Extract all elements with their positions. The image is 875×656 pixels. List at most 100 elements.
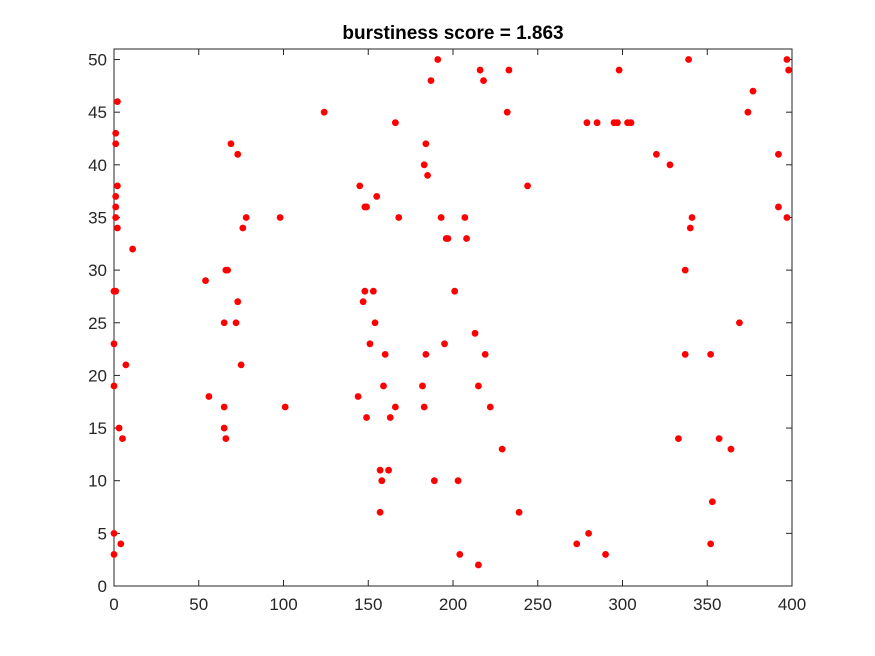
- data-point: [675, 435, 682, 442]
- data-point: [281, 403, 289, 411]
- y-tick-label: 5: [98, 524, 107, 543]
- data-point: [463, 235, 470, 242]
- data-point: [205, 393, 213, 400]
- data-point: [524, 182, 531, 190]
- data-point: [503, 108, 511, 116]
- y-axis-ticks: 0 5 10 15 20 25 30 35 40 45 50: [88, 51, 792, 596]
- data-point: [515, 508, 523, 516]
- plot-area: [113, 48, 793, 587]
- data-point: [391, 119, 399, 127]
- data-point: [202, 277, 209, 285]
- data-point: [227, 140, 235, 148]
- data-point: [456, 551, 464, 558]
- data-point: [113, 182, 121, 190]
- data-point: [363, 203, 370, 211]
- data-point: [371, 319, 379, 327]
- data-point: [112, 140, 120, 148]
- data-point: [602, 551, 609, 558]
- data-point: [686, 224, 694, 232]
- data-point: [113, 98, 121, 106]
- data-point: [110, 551, 118, 558]
- data-point: [727, 445, 735, 453]
- data-point: [614, 119, 621, 127]
- data-point: [666, 161, 674, 169]
- x-tick-label: 250: [524, 595, 552, 614]
- data-point: [444, 235, 452, 242]
- x-tick-label: 0: [109, 595, 118, 614]
- data-point: [232, 319, 240, 327]
- data-point: [422, 140, 430, 148]
- data-point: [376, 508, 384, 516]
- data-point: [354, 393, 362, 400]
- x-tick-label: 200: [439, 595, 467, 614]
- y-tick-label: 35: [88, 208, 107, 227]
- data-point: [427, 77, 435, 84]
- data-point: [681, 266, 689, 274]
- data-point: [112, 203, 120, 211]
- data-point: [380, 382, 387, 390]
- data-point: [653, 150, 660, 158]
- data-point: [422, 350, 430, 358]
- data-point: [437, 214, 445, 221]
- data-point: [749, 87, 757, 95]
- data-point: [615, 66, 623, 74]
- x-tick-label: 350: [693, 595, 721, 614]
- y-tick-label: 30: [88, 261, 107, 280]
- x-tick-label: 300: [608, 595, 636, 614]
- data-point: [112, 193, 120, 200]
- data-point: [115, 424, 123, 432]
- data-point: [356, 182, 364, 190]
- data-point: [369, 287, 377, 295]
- data-point: [113, 224, 121, 232]
- data-point: [239, 224, 247, 232]
- data-point: [688, 214, 696, 221]
- data-point: [707, 540, 715, 548]
- data-points: [110, 56, 793, 569]
- data-point: [505, 66, 513, 74]
- y-tick-label: 40: [88, 156, 107, 175]
- data-point: [363, 414, 370, 421]
- data-point: [385, 466, 392, 474]
- data-point: [378, 477, 386, 485]
- y-tick-label: 20: [88, 366, 107, 385]
- data-point: [475, 561, 482, 569]
- data-point: [715, 435, 723, 442]
- data-point: [775, 150, 782, 158]
- data-point: [395, 214, 403, 221]
- y-tick-label: 50: [88, 51, 107, 70]
- data-point: [119, 435, 126, 442]
- data-point: [420, 403, 428, 411]
- data-point: [736, 319, 743, 327]
- x-axis-ticks: 0 50 100 150 200 250 300 350 400: [109, 49, 806, 614]
- data-point: [434, 56, 442, 63]
- x-tick-label: 150: [354, 595, 382, 614]
- data-point: [391, 403, 399, 411]
- data-point: [366, 340, 374, 348]
- data-point: [627, 119, 635, 127]
- data-point: [430, 477, 438, 485]
- data-point: [237, 361, 245, 369]
- data-point: [461, 214, 469, 221]
- data-point: [573, 540, 581, 548]
- data-point: [480, 77, 487, 84]
- data-point: [708, 498, 716, 506]
- data-point: [707, 350, 715, 358]
- data-point: [242, 214, 250, 221]
- data-point: [451, 287, 459, 295]
- x-tick-label: 50: [189, 595, 208, 614]
- data-point: [419, 382, 426, 390]
- data-point: [386, 414, 394, 421]
- data-point: [129, 245, 137, 253]
- y-tick-label: 10: [88, 472, 107, 491]
- data-point: [424, 171, 431, 179]
- data-point: [585, 529, 592, 537]
- data-point: [454, 477, 462, 485]
- data-point: [685, 56, 693, 63]
- data-point: [785, 66, 793, 74]
- y-tick-label: 25: [88, 314, 107, 333]
- data-point: [373, 193, 381, 200]
- data-point: [234, 298, 242, 306]
- data-point: [117, 540, 125, 548]
- data-point: [320, 108, 328, 116]
